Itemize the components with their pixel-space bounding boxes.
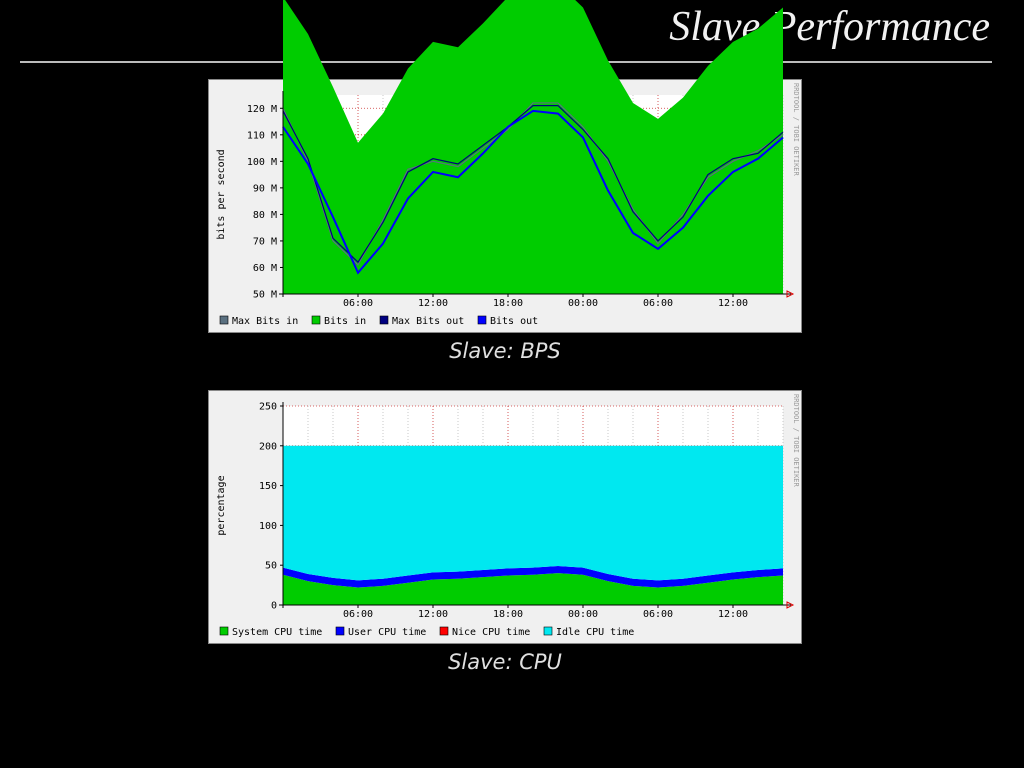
legend-swatch bbox=[379, 315, 389, 325]
legend-label: Max Bits in bbox=[232, 316, 298, 327]
x-tick-label: 06:00 bbox=[643, 298, 673, 309]
y-tick-label: 200 bbox=[259, 441, 277, 452]
y-tick-label: 250 bbox=[259, 402, 277, 413]
x-tick-label: 18:00 bbox=[493, 298, 523, 309]
line bbox=[282, 109, 784, 275]
y-tick-label: 120 M bbox=[247, 104, 277, 115]
chart-caption: Slave: CPU bbox=[448, 650, 562, 674]
legend-swatch bbox=[543, 626, 553, 636]
x-tick-label: 12:00 bbox=[718, 609, 748, 620]
y-tick-label: 150 bbox=[259, 481, 277, 492]
legend-swatch bbox=[335, 626, 345, 636]
y-tick-label: 100 M bbox=[247, 157, 277, 168]
x-tick-label: 18:00 bbox=[493, 609, 523, 620]
legend-label: System CPU time bbox=[232, 627, 322, 638]
axis-arrow bbox=[786, 601, 795, 609]
y-tick-label: 50 M bbox=[253, 290, 277, 301]
x-tick-label: 00:00 bbox=[568, 298, 598, 309]
chart-bps: 50 M 60 M 70 M 80 M 90 M 100 M 110 M 120 M 06:00… bbox=[208, 0, 802, 363]
legend-label: User CPU time bbox=[348, 627, 426, 638]
area bbox=[283, 0, 783, 294]
legend-label: Max Bits out bbox=[392, 316, 464, 327]
y-axis-label: bits per second bbox=[216, 149, 227, 239]
y-tick-label: 90 M bbox=[253, 183, 277, 194]
y-tick-label: 110 M bbox=[247, 130, 277, 141]
x-tick-label: 06:00 bbox=[643, 609, 673, 620]
x-tick-label: 06:00 bbox=[343, 609, 373, 620]
legend-label: Idle CPU time bbox=[556, 627, 634, 638]
area bbox=[283, 573, 783, 605]
legend-label: Bits out bbox=[490, 316, 538, 327]
legend-swatch bbox=[477, 315, 487, 325]
x-tick-label: 12:00 bbox=[418, 609, 448, 620]
legend-label: Nice CPU time bbox=[452, 627, 530, 638]
area bbox=[283, 565, 783, 588]
axis-arrow bbox=[786, 290, 795, 298]
y-tick-label: 0 bbox=[271, 601, 277, 612]
y-tick-label: 100 bbox=[259, 521, 277, 532]
chart-caption: Slave: BPS bbox=[449, 339, 561, 363]
chart-cpu: 0 50 100 150 200 250 06:00 12:00 18:00 00:00 06:00… bbox=[208, 390, 802, 674]
x-tick-label: 12:00 bbox=[418, 298, 448, 309]
legend-swatch bbox=[219, 315, 229, 325]
y-axis-label: percentage bbox=[216, 475, 227, 535]
slide-title: Slave Performance bbox=[669, 4, 990, 50]
x-tick-label: 12:00 bbox=[718, 298, 748, 309]
y-tick-label: 70 M bbox=[253, 236, 277, 247]
legend-swatch bbox=[439, 626, 449, 636]
legend-swatch bbox=[311, 315, 321, 325]
line bbox=[282, 105, 784, 264]
x-tick-label: 00:00 bbox=[568, 609, 598, 620]
y-tick-label: 80 M bbox=[253, 210, 277, 221]
y-tick-label: 60 M bbox=[253, 263, 277, 274]
y-tick-label: 50 bbox=[265, 561, 277, 572]
legend-label: Bits in bbox=[324, 316, 366, 327]
area bbox=[283, 445, 783, 581]
watermark: RRDTOOL / TOBI OETIKER bbox=[792, 83, 800, 177]
legend-swatch bbox=[219, 626, 229, 636]
x-tick-label: 06:00 bbox=[343, 298, 373, 309]
watermark: RRDTOOL / TOBI OETIKER bbox=[792, 394, 800, 488]
